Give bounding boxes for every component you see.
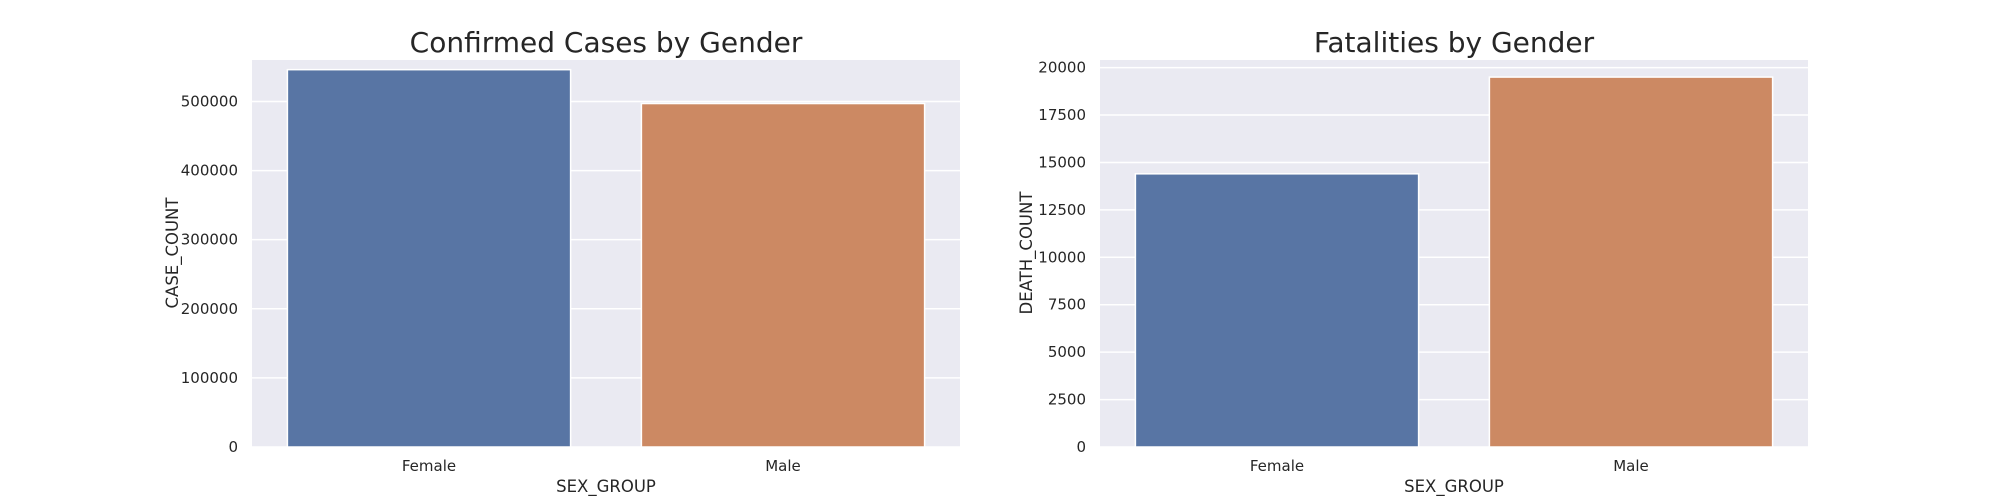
x-tick-label: Female [1250, 457, 1304, 475]
y-tick-label: 7500 [1048, 296, 1086, 314]
chart-title: Fatalities by Gender [1314, 26, 1595, 59]
y-tick-label: 2500 [1048, 391, 1086, 409]
chart-confirmed-cases: 0 100000 200000 300000 400000 500000 Female Ma… [163, 26, 960, 497]
y-tick-label: 100000 [181, 369, 238, 387]
y-tick-label: 5000 [1048, 343, 1086, 361]
chart-fatalities: 0 2500 5000 7500 10000 12500 15000 17500 20000 F… [1017, 26, 1808, 497]
x-tick-label: Male [1613, 457, 1649, 475]
bars [286, 68, 926, 448]
x-axis-label: SEX_GROUP [556, 477, 656, 497]
y-tick-label: 0 [1076, 438, 1086, 456]
y-tick-label: 500000 [181, 92, 238, 110]
x-tick-labels: Female Male [402, 457, 801, 475]
y-tick-label: 200000 [181, 300, 238, 318]
y-tick-label: 300000 [181, 231, 238, 249]
x-tick-label: Male [765, 457, 801, 475]
bar-male [640, 102, 926, 448]
y-tick-label: 20000 [1038, 59, 1086, 77]
bar-female [1134, 173, 1420, 448]
y-tick-label: 12500 [1038, 201, 1086, 219]
x-axis-label: SEX_GROUP [1404, 477, 1504, 497]
y-tick-label: 10000 [1038, 248, 1086, 266]
x-tick-label: Female [402, 457, 456, 475]
chart-title: Confirmed Cases by Gender [410, 26, 803, 59]
y-tick-labels: 0 100000 200000 300000 400000 500000 [181, 92, 238, 456]
y-axis-label: DEATH_COUNT [1017, 191, 1037, 315]
y-tick-label: 15000 [1038, 153, 1086, 171]
x-tick-labels: Female Male [1250, 457, 1649, 475]
y-tick-label: 400000 [181, 162, 238, 180]
bar-female [286, 68, 572, 448]
bar-male [1488, 76, 1774, 448]
y-tick-labels: 0 2500 5000 7500 10000 12500 15000 17500 20000 [1038, 59, 1086, 456]
y-axis-label: CASE_COUNT [163, 197, 183, 309]
y-tick-label: 17500 [1038, 106, 1086, 124]
y-tick-label: 0 [228, 438, 238, 456]
bars [1134, 76, 1774, 448]
